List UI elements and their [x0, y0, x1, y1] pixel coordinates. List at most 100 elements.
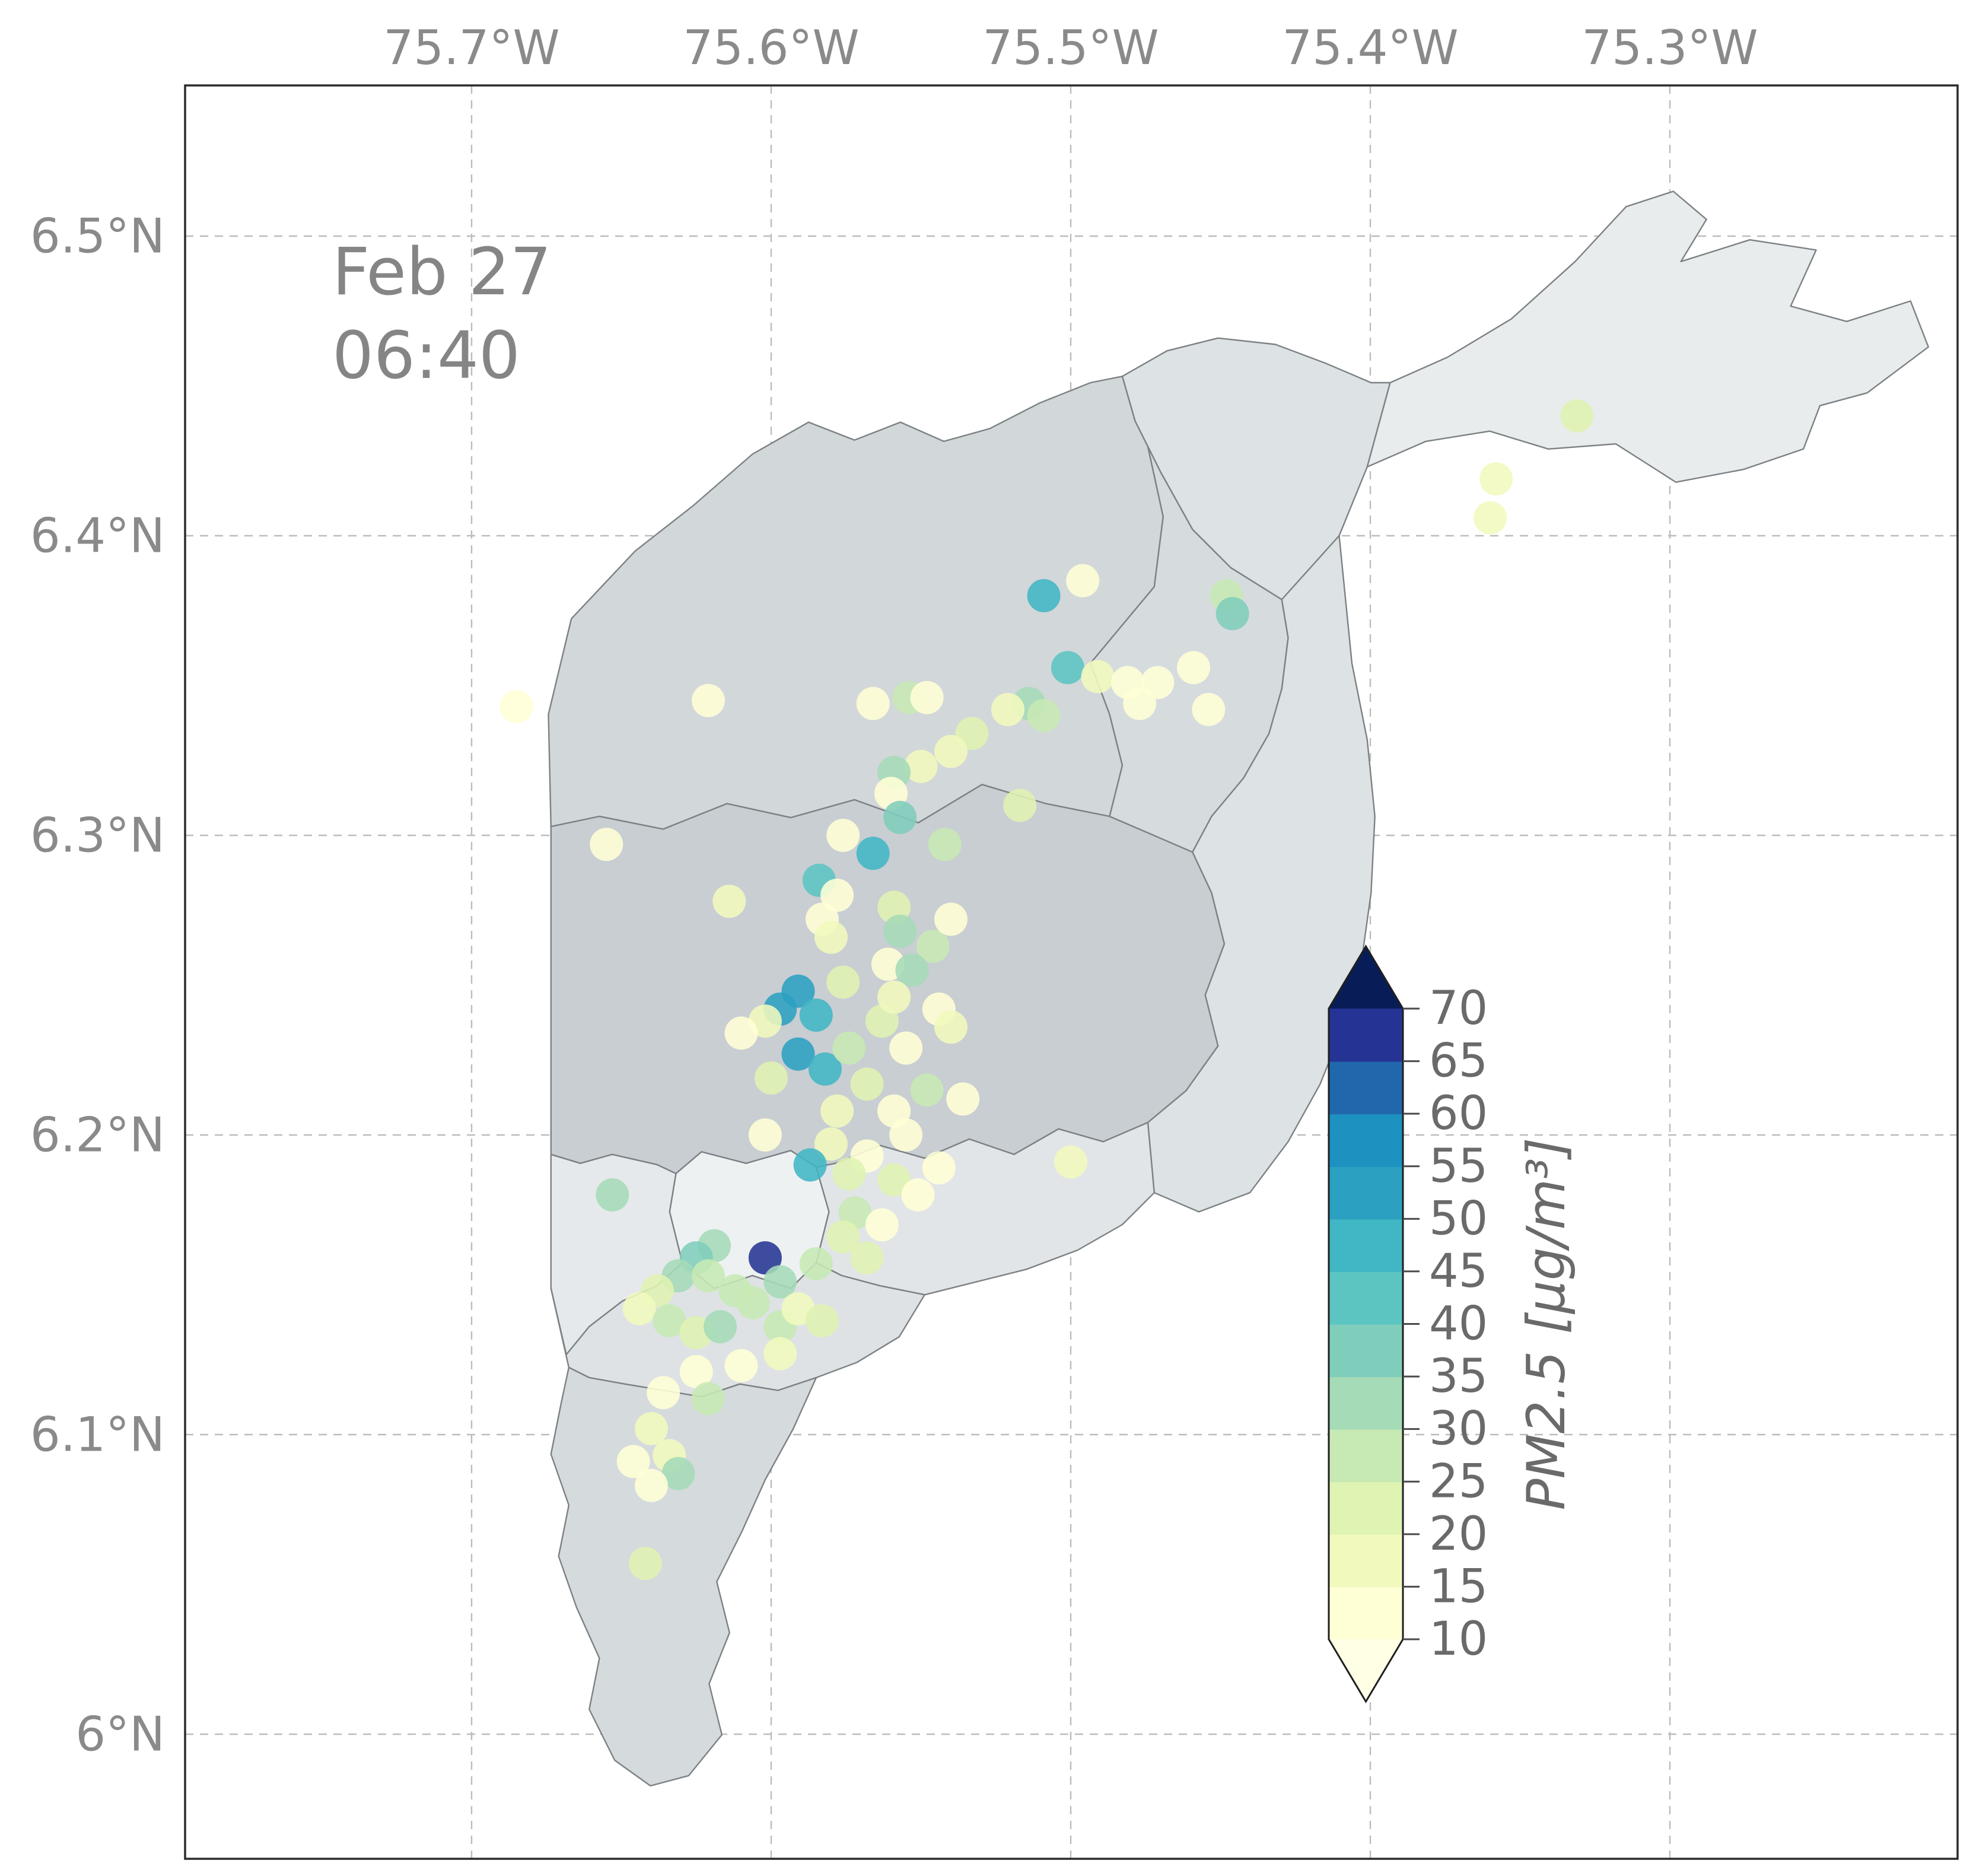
- pm25-point: [850, 1067, 884, 1101]
- colorbar-band: [1329, 1061, 1403, 1115]
- pm25-point: [724, 1349, 758, 1382]
- pm25-point: [1066, 564, 1100, 597]
- pm25-point: [793, 1148, 827, 1182]
- pm25-point: [910, 681, 944, 714]
- pm25-point: [865, 1208, 899, 1242]
- pm25-point: [928, 828, 962, 861]
- pm25-point: [883, 914, 917, 948]
- pm25-point: [679, 1354, 713, 1388]
- pm25-point: [1081, 660, 1115, 694]
- pm25-point: [1054, 1145, 1087, 1179]
- colorbar-band: [1329, 1114, 1403, 1167]
- pm25-point: [1192, 692, 1226, 726]
- timestamp-annotation: Feb 27 06:40: [332, 230, 552, 398]
- pm25-point: [781, 1037, 815, 1071]
- pm25-point: [748, 1241, 782, 1275]
- caldas-region-polygon: [550, 1366, 817, 1787]
- pm25-point: [808, 1052, 842, 1086]
- pm25-point: [910, 1073, 944, 1107]
- pm25-point: [748, 1118, 782, 1152]
- pm25-point: [832, 1157, 866, 1191]
- pm25-points-layer: [499, 399, 1594, 1581]
- axis-tick-labels: 75.7°W 75.6°W 75.5°W 75.4°W 75.3°W 6.5°N 6.4°N…: [30, 20, 1758, 1762]
- pm25-point: [596, 1178, 629, 1212]
- lat-tick-label: 6.4°N: [30, 508, 165, 564]
- colorbar-tick-label: 20: [1429, 1508, 1488, 1561]
- annotation-time: 06:40: [332, 317, 521, 393]
- pm25-point: [635, 1468, 668, 1502]
- colorbar-band: [1329, 1166, 1403, 1220]
- pm25-point: [1177, 651, 1210, 685]
- pm25-point: [934, 902, 968, 936]
- pm25-point: [1474, 501, 1507, 535]
- pm25-point: [850, 1241, 884, 1275]
- colorbar-band: [1329, 1324, 1403, 1378]
- colorbar-band: [1329, 1534, 1403, 1588]
- pm25-point: [889, 1118, 923, 1152]
- colorbar-tick-label: 45: [1429, 1245, 1488, 1298]
- pm25-point: [805, 1304, 839, 1338]
- pm25-point: [934, 1010, 968, 1044]
- colorbar-band: [1329, 1376, 1403, 1430]
- colorbar-tick-label: 35: [1429, 1350, 1488, 1403]
- colorbar-tick-label: 10: [1429, 1613, 1488, 1666]
- lat-tick-label: 6.5°N: [30, 209, 165, 264]
- annotation-date: Feb 27: [332, 234, 552, 310]
- colorbar-band: [1329, 1271, 1403, 1325]
- colorbar-tick-label: 30: [1429, 1403, 1488, 1456]
- lat-tick-label: 6.1°N: [30, 1407, 165, 1462]
- pm25-point: [916, 929, 950, 963]
- pm25-point: [901, 1178, 935, 1212]
- pm25-point: [856, 837, 890, 870]
- colorbar-band: [1329, 1009, 1403, 1062]
- pm25-point: [826, 965, 860, 999]
- pm25-point: [1560, 399, 1594, 433]
- pm25-point: [635, 1411, 668, 1445]
- pm25-point: [895, 953, 929, 987]
- colorbar-band: [1329, 1481, 1403, 1535]
- pm25-point: [692, 1259, 725, 1293]
- pm25-point: [590, 828, 623, 861]
- east-region-polygon: [1147, 535, 1376, 1213]
- pm25-point: [763, 1337, 797, 1371]
- pm25-point: [820, 1094, 854, 1128]
- pm25-point: [799, 999, 833, 1032]
- pm25-point: [763, 1265, 797, 1299]
- pm25-point: [904, 749, 938, 783]
- pm25-point: [692, 1382, 725, 1416]
- lon-tick-label: 75.4°W: [1282, 20, 1458, 75]
- pm25-point: [826, 819, 860, 852]
- pm25-point: [1123, 686, 1157, 720]
- colorbar-tick-label: 40: [1429, 1298, 1488, 1351]
- colorbar-tick-label: 70: [1429, 982, 1488, 1035]
- pm25-point: [877, 980, 911, 1014]
- lat-tick-label: 6.2°N: [30, 1108, 165, 1163]
- pm25-point: [712, 885, 746, 918]
- colorbar-tick-label: 25: [1429, 1455, 1488, 1508]
- pm25-point: [820, 879, 854, 912]
- lon-tick-label: 75.7°W: [383, 20, 559, 75]
- plot-border: [184, 84, 1959, 1860]
- pm25-point: [832, 1031, 866, 1065]
- pm25-point: [877, 1163, 911, 1197]
- pm25-point: [991, 692, 1024, 726]
- pm25-point: [616, 1445, 650, 1478]
- pm25-point: [1051, 651, 1084, 685]
- pm25-point: [724, 1016, 758, 1050]
- colorbar-band: [1329, 1586, 1403, 1640]
- colorbar-axis-label: PM2.5 [µg/m³]: [1516, 1137, 1577, 1510]
- pm25-point: [889, 1031, 923, 1065]
- pm25-point: [814, 920, 848, 954]
- pm25-point: [628, 1547, 662, 1581]
- lon-tick-label: 75.6°W: [683, 20, 859, 75]
- pm25-point: [1027, 699, 1061, 732]
- municipalities-layer: [548, 190, 1930, 1787]
- pm25-point: [814, 1127, 848, 1161]
- pm25-point: [934, 734, 968, 768]
- north-region-polygon: [548, 376, 1164, 830]
- pm25-point: [653, 1304, 686, 1338]
- pm25-point: [1215, 597, 1249, 631]
- colorbar-tick-label: 65: [1429, 1035, 1488, 1088]
